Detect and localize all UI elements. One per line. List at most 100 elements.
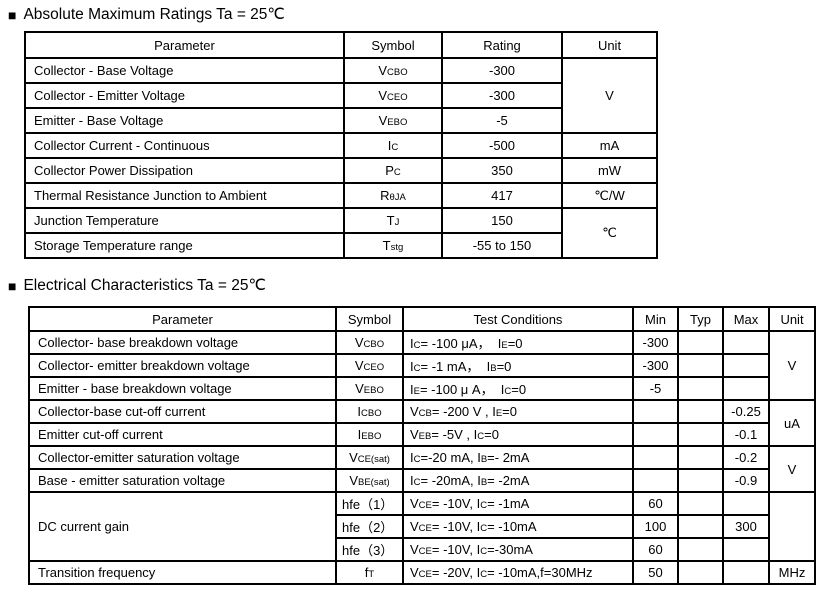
min-cell: -300	[632, 330, 679, 355]
symbol-cell: ICBO	[335, 399, 404, 424]
symbol-cell: RθJA	[343, 182, 443, 209]
parameter-cell: Collector- base breakdown voltage	[28, 330, 337, 355]
max-cell	[722, 353, 770, 378]
abs-max-table: Parameter Symbol Rating Unit Collector -…	[24, 31, 658, 259]
min-cell: 60	[632, 537, 679, 562]
col-header-parameter: Parameter	[24, 31, 345, 59]
table-row: Emitter cut-off current IEBO VEB= -5V , …	[28, 422, 815, 447]
symbol-cell: VBE(sat)	[335, 468, 404, 493]
min-cell	[632, 445, 679, 470]
symbol-cell: VCE(sat)	[335, 445, 404, 470]
symbol-cell: TJ	[343, 207, 443, 234]
table-header-row: Parameter Symbol Test Conditions Min Typ…	[28, 306, 816, 332]
parameter-cell: Emitter cut-off current	[28, 422, 337, 447]
min-cell: -5	[632, 376, 679, 401]
symbol-cell: IC	[343, 132, 443, 159]
unit-cell: ℃	[561, 207, 658, 259]
col-header-typ: Typ	[677, 306, 724, 332]
rating-cell: -5	[441, 107, 563, 134]
unit-cell: mA	[561, 132, 658, 159]
symbol-cell: IEBO	[335, 422, 404, 447]
min-cell: 60	[632, 491, 679, 516]
table-row: Thermal Resistance Junction to Ambient R…	[24, 182, 658, 209]
table-row: Collector- base breakdown voltage VCBO I…	[28, 330, 816, 401]
table-row: Collector-base cut-off current ICBO VCB=…	[28, 399, 816, 447]
parameter-cell: Storage Temperature range	[24, 232, 345, 259]
min-cell: 100	[632, 514, 679, 539]
test-conditions-cell: VCE= -10V, IC=-30mA	[402, 537, 634, 562]
test-conditions-cell: VCB= -200 V , IE=0	[402, 399, 634, 424]
typ-cell	[677, 399, 724, 424]
elec-char-title-text: Electrical Characteristics Ta = 25℃	[23, 277, 266, 294]
typ-cell	[677, 353, 724, 378]
table-row: hfe（3） VCE= -10V, IC=-30mA 60	[29, 537, 815, 562]
rating-cell: -55 to 150	[441, 232, 563, 259]
unit-cell	[768, 491, 816, 562]
parameter-cell: Collector Power Dissipation	[24, 157, 345, 184]
typ-cell	[677, 537, 724, 562]
parameter-cell: Base - emitter saturation voltage	[28, 468, 337, 493]
rating-cell: 417	[441, 182, 563, 209]
elec-char-table: Parameter Symbol Test Conditions Min Typ…	[28, 306, 816, 585]
abs-max-section-title: ■ Absolute Maximum Ratings Ta = 25℃	[8, 5, 285, 25]
symbol-cell: VCEO	[343, 82, 443, 109]
min-cell: -300	[632, 353, 679, 378]
col-header-min: Min	[632, 306, 679, 332]
max-cell: -0.1	[722, 422, 770, 447]
max-cell	[722, 560, 770, 585]
symbol-cell: fT	[335, 560, 404, 585]
table-row: Storage Temperature range Tstg -55 to 15…	[24, 232, 657, 259]
table-row: DC current gain hfe（1） VCE= -10V, IC= -1…	[28, 491, 816, 562]
col-header-symbol: Symbol	[335, 306, 404, 332]
test-conditions-cell: IC=-20 mA, IB=- 2mA	[402, 445, 634, 470]
unit-cell: mW	[561, 157, 658, 184]
unit-cell: V	[561, 57, 658, 134]
table-row: Emitter - base breakdown voltage VEBO IE…	[28, 376, 815, 401]
table-row: Junction Temperature TJ 150 ℃	[24, 207, 658, 259]
rating-cell: -500	[441, 132, 563, 159]
parameter-cell: Emitter - base breakdown voltage	[28, 376, 337, 401]
abs-max-title-text: Absolute Maximum Ratings Ta = 25℃	[23, 6, 285, 23]
typ-cell	[677, 445, 724, 470]
table-row: Base - emitter saturation voltage VBE(sa…	[28, 468, 815, 493]
test-conditions-cell: VCE= -10V, IC= -1mA	[402, 491, 634, 516]
min-cell	[632, 422, 679, 447]
max-cell: -0.2	[722, 445, 770, 470]
test-conditions-cell: VCE= -10V, IC= -10mA	[402, 514, 634, 539]
col-header-parameter: Parameter	[28, 306, 337, 332]
unit-cell: ℃/W	[561, 182, 658, 209]
unit-cell: uA	[768, 399, 816, 447]
table-row: Collector- emitter breakdown voltage VCE…	[28, 353, 815, 378]
table-row: Emitter - Base Voltage VEBO -5	[24, 107, 657, 134]
min-cell	[632, 468, 679, 493]
parameter-cell: Collector-emitter saturation voltage	[28, 445, 337, 470]
symbol-cell: VEBO	[343, 107, 443, 134]
max-cell: -0.25	[722, 399, 770, 424]
symbol-cell: VCEO	[335, 353, 404, 378]
parameter-cell: Collector- emitter breakdown voltage	[28, 353, 337, 378]
parameter-cell: Collector-base cut-off current	[28, 399, 337, 424]
symbol-cell: VEBO	[335, 376, 404, 401]
col-header-symbol: Symbol	[343, 31, 443, 59]
typ-cell	[677, 468, 724, 493]
parameter-cell: Thermal Resistance Junction to Ambient	[24, 182, 345, 209]
typ-cell	[677, 560, 724, 585]
col-header-max: Max	[722, 306, 770, 332]
elec-char-section-title: ■ Electrical Characteristics Ta = 25℃	[8, 276, 266, 296]
parameter-cell: Collector - Emitter Voltage	[24, 82, 345, 109]
symbol-cell: hfe（1）	[335, 491, 404, 516]
table-row: Collector - Base Voltage VCBO -300 V	[24, 57, 658, 134]
parameter-cell: Emitter - Base Voltage	[24, 107, 345, 134]
table-row: Collector Power Dissipation PC 350 mW	[24, 157, 658, 184]
min-cell: 50	[632, 560, 679, 585]
rating-cell: -300	[441, 82, 563, 109]
col-header-test-conditions: Test Conditions	[402, 306, 634, 332]
typ-cell	[677, 491, 724, 516]
table-row: Collector-emitter saturation voltage VCE…	[28, 445, 816, 493]
symbol-cell: Tstg	[343, 232, 443, 259]
typ-cell	[677, 376, 724, 401]
max-cell: -0.9	[722, 468, 770, 493]
test-conditions-cell: VEB= -5V , IC=0	[402, 422, 634, 447]
rating-cell: -300	[441, 57, 563, 84]
parameter-cell: Junction Temperature	[24, 207, 345, 234]
